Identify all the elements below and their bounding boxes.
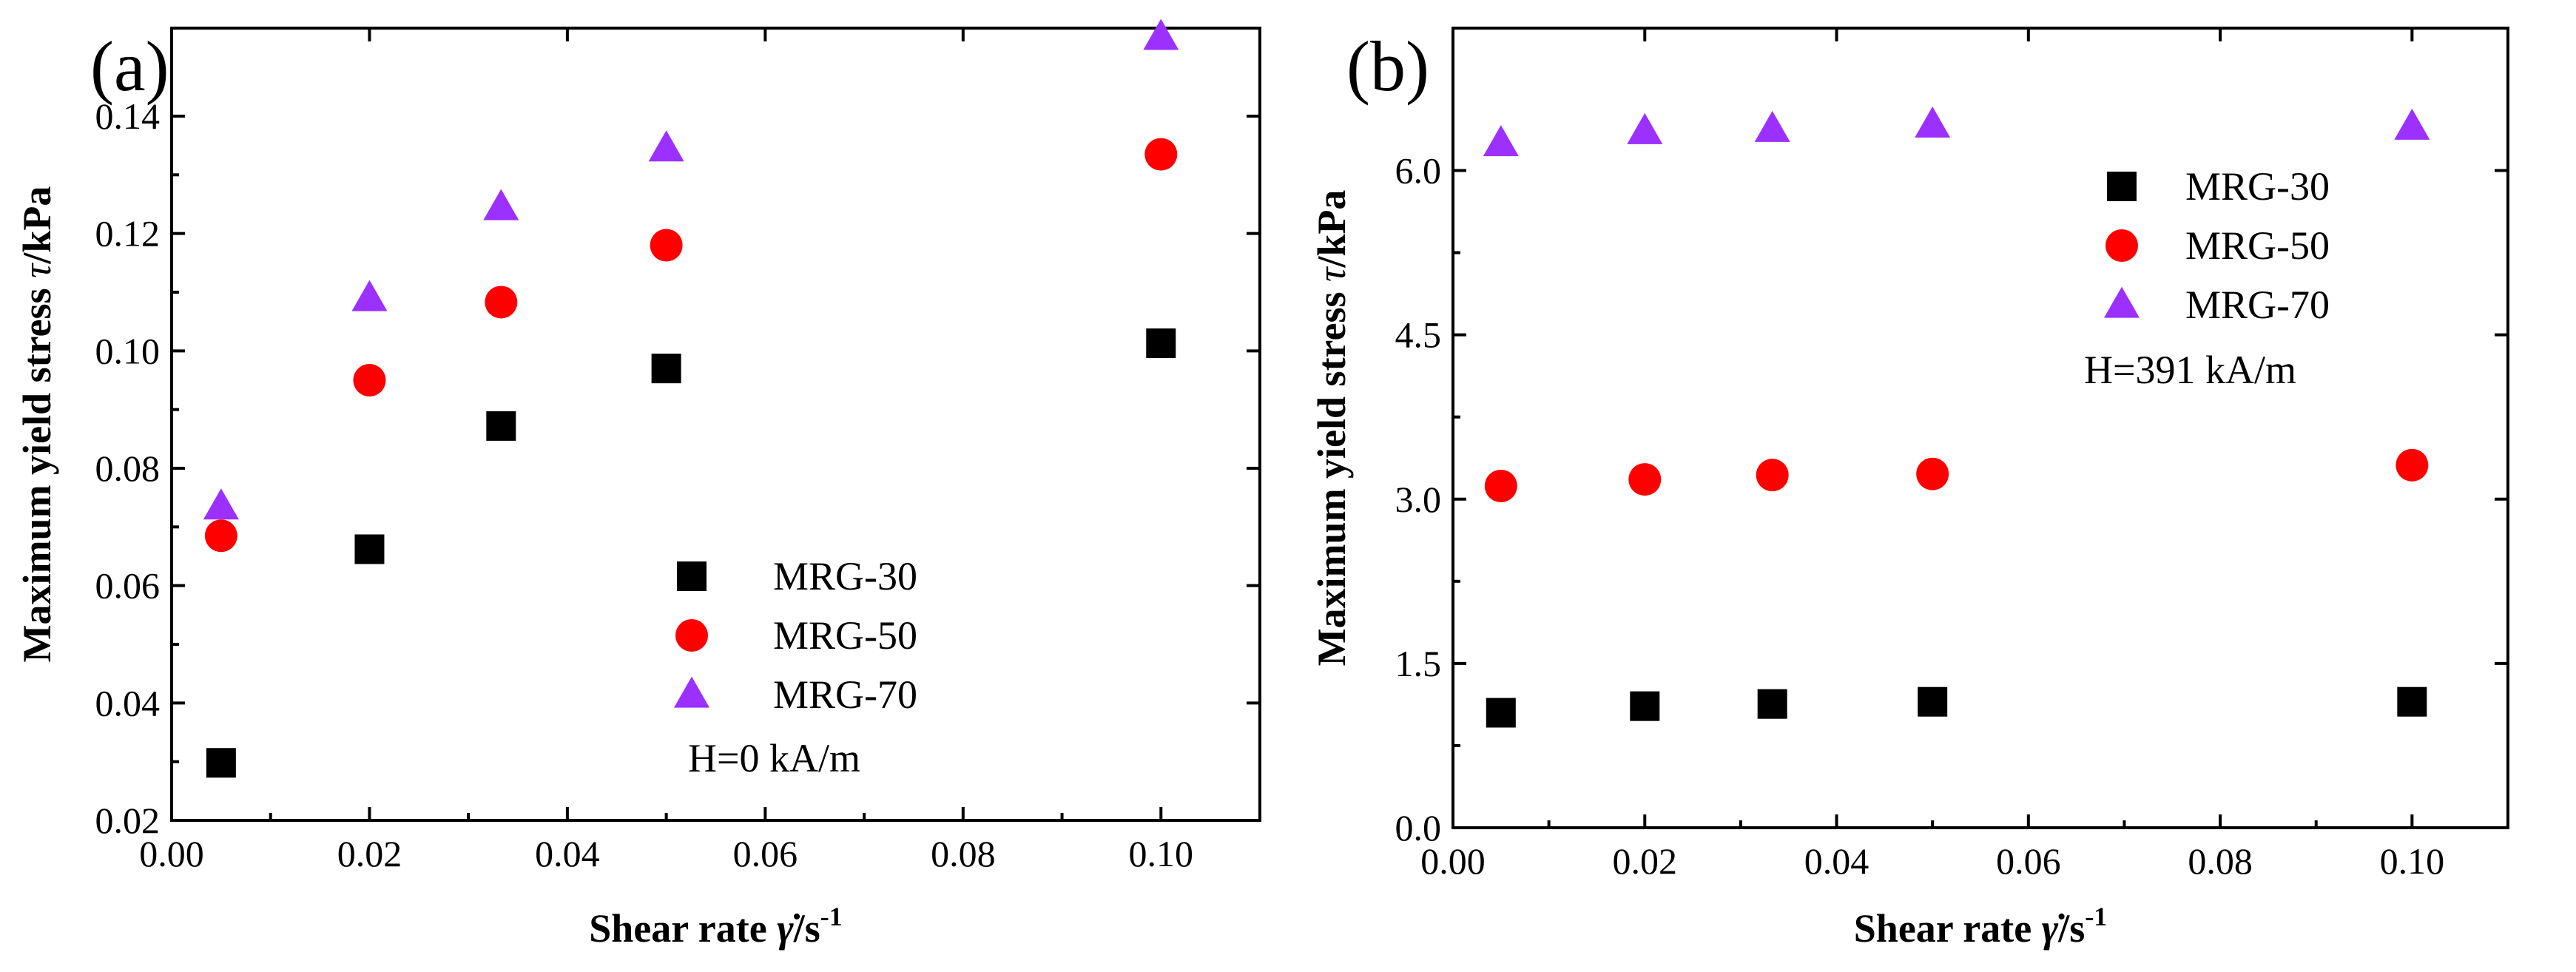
x-tick-label: 0.08 bbox=[2188, 840, 2253, 882]
plot-frame bbox=[1451, 27, 2509, 829]
y-tick-label: 0.14 bbox=[95, 95, 161, 137]
legend-label-mrg-50: MRG-50 bbox=[773, 613, 917, 658]
data-point-mrg-30 bbox=[1146, 328, 1176, 359]
data-point-mrg-30 bbox=[1918, 686, 1948, 717]
y-tick-label: 0.04 bbox=[95, 682, 161, 723]
x-axis-title-unit: /s bbox=[793, 906, 820, 951]
y-tick-label: 0.08 bbox=[95, 448, 161, 489]
panel-label: (a) bbox=[90, 27, 169, 106]
data-point-mrg-70 bbox=[2394, 108, 2430, 140]
panel-b: 0.00 0.02 0.04 0.06 0.08 0.10 0.0 1.5 3.0 4.5 6.0 S… bbox=[1309, 27, 2509, 951]
data-point-mrg-30 bbox=[1757, 689, 1787, 719]
legend-marker-mrg-30 bbox=[677, 561, 707, 591]
data-point-mrg-70 bbox=[351, 280, 388, 311]
field-annotation: H=0 kA/m bbox=[688, 736, 860, 780]
data-point-mrg-30 bbox=[206, 748, 236, 778]
series-mrg-70 bbox=[1483, 106, 2430, 157]
y-axis-title-symbol: τ bbox=[15, 263, 59, 278]
data-point-mrg-50 bbox=[1756, 459, 1789, 492]
x-axis-title-prefix: Shear rate bbox=[1854, 906, 2042, 951]
data-point-mrg-50 bbox=[1916, 457, 1949, 490]
x-axis-title-prefix: Shear rate bbox=[589, 906, 777, 951]
y-tick-label: 0.02 bbox=[95, 800, 161, 841]
y-tick-label: 0.12 bbox=[95, 213, 161, 254]
y-tick-label: 1.5 bbox=[1395, 643, 1442, 684]
legend-label-mrg-30: MRG-30 bbox=[773, 554, 917, 598]
data-point-mrg-30 bbox=[1486, 698, 1516, 728]
data-point-mrg-50 bbox=[650, 229, 683, 262]
data-point-mrg-30 bbox=[354, 534, 385, 564]
x-tick-label: 0.06 bbox=[733, 833, 798, 874]
y-axis-title: Maximum yield stress τ/kPa bbox=[1309, 190, 1354, 666]
data-point-mrg-70 bbox=[1627, 112, 1663, 144]
data-point-mrg-70 bbox=[203, 488, 239, 520]
series-mrg-30 bbox=[206, 328, 1176, 778]
y-axis-title-prefix: Maximum yield stress bbox=[15, 278, 59, 662]
data-point-mrg-50 bbox=[204, 519, 237, 553]
y-tick-label: 0.10 bbox=[95, 330, 161, 371]
data-point-mrg-50 bbox=[1484, 469, 1517, 502]
series-mrg-50 bbox=[1484, 448, 2429, 502]
x-tick-label: 0.10 bbox=[2380, 840, 2445, 882]
data-point-mrg-30 bbox=[486, 411, 516, 441]
y-axis-title-symbol: τ bbox=[1309, 266, 1354, 282]
y-axis-title-prefix: Maximum yield stress bbox=[1309, 282, 1354, 666]
legend-marker-mrg-70 bbox=[674, 676, 709, 708]
data-point-mrg-70 bbox=[1483, 125, 1519, 157]
legend-label-mrg-70: MRG-70 bbox=[773, 672, 917, 717]
x-tick-label: 0.02 bbox=[337, 833, 402, 874]
data-point-mrg-50 bbox=[2395, 448, 2429, 482]
legend-marker-mrg-50 bbox=[2105, 229, 2138, 262]
y-axis-title-unit: /kPa bbox=[15, 186, 59, 265]
panel-label: (b) bbox=[1346, 27, 1429, 106]
data-point-mrg-70 bbox=[1754, 110, 1790, 142]
data-point-mrg-70 bbox=[483, 189, 519, 220]
y-axis-title: Maximum yield stress τ/kPa bbox=[15, 186, 59, 663]
y-tick-label: 0.0 bbox=[1395, 807, 1442, 848]
data-point-mrg-50 bbox=[485, 286, 518, 319]
data-point-mrg-50 bbox=[1144, 138, 1178, 171]
x-axis-title-exponent: -1 bbox=[2085, 902, 2107, 931]
x-tick-label: 0.00 bbox=[1420, 840, 1486, 882]
data-point-mrg-50 bbox=[1628, 463, 1662, 496]
legend-label-mrg-30: MRG-30 bbox=[2185, 164, 2330, 209]
x-tick-label: 0.06 bbox=[1996, 840, 2061, 882]
data-point-mrg-70 bbox=[648, 130, 684, 162]
panel-a: 0.00 0.02 0.04 0.06 0.08 0.100.020.040.060.08… bbox=[15, 18, 1261, 951]
y-tick-label: 0.06 bbox=[95, 565, 161, 607]
legend: MRG-30 MRG-50 MRG-70 bbox=[2104, 164, 2330, 327]
x-axis-title: Shear rate γ̇/s-1 bbox=[589, 902, 842, 951]
x-axis-title: Shear rate γ̇/s-1 bbox=[1854, 902, 2107, 951]
legend: MRG-30 MRG-50 MRG-70 bbox=[674, 554, 917, 717]
y-tick-label: 6.0 bbox=[1395, 150, 1442, 192]
data-point-mrg-70 bbox=[1143, 18, 1179, 50]
x-axis-title-unit: /s bbox=[2057, 906, 2085, 951]
data-point-mrg-30 bbox=[651, 354, 681, 384]
legend-marker-mrg-70 bbox=[2104, 286, 2140, 318]
series-mrg-50 bbox=[204, 138, 1178, 553]
legend-marker-mrg-30 bbox=[2107, 172, 2137, 201]
x-tick-label: 0.08 bbox=[931, 833, 996, 874]
x-tick-label: 0.10 bbox=[1129, 833, 1194, 874]
series-mrg-30 bbox=[1486, 686, 2427, 728]
x-tick-label: 0.02 bbox=[1613, 840, 1678, 882]
x-axis-title-exponent: -1 bbox=[820, 902, 843, 931]
x-tick-label: 0.04 bbox=[535, 833, 600, 874]
y-axis-title-unit: /kPa bbox=[1309, 190, 1354, 269]
legend-label-mrg-50: MRG-50 bbox=[2185, 223, 2330, 268]
data-point-mrg-30 bbox=[2397, 686, 2427, 717]
legend-label-mrg-70: MRG-70 bbox=[2185, 283, 2330, 327]
x-tick-label: 0.00 bbox=[139, 833, 204, 874]
data-point-mrg-50 bbox=[353, 364, 386, 396]
legend-marker-mrg-50 bbox=[675, 619, 708, 652]
plot-frame bbox=[170, 27, 1261, 822]
x-tick-label: 0.04 bbox=[1804, 840, 1869, 882]
data-point-mrg-30 bbox=[1630, 691, 1660, 721]
y-tick-label: 3.0 bbox=[1395, 479, 1442, 520]
series-mrg-70 bbox=[203, 18, 1179, 520]
field-annotation: H=391 kA/m bbox=[2084, 348, 2296, 392]
data-point-mrg-70 bbox=[1915, 106, 1951, 138]
y-tick-label: 4.5 bbox=[1395, 314, 1442, 356]
